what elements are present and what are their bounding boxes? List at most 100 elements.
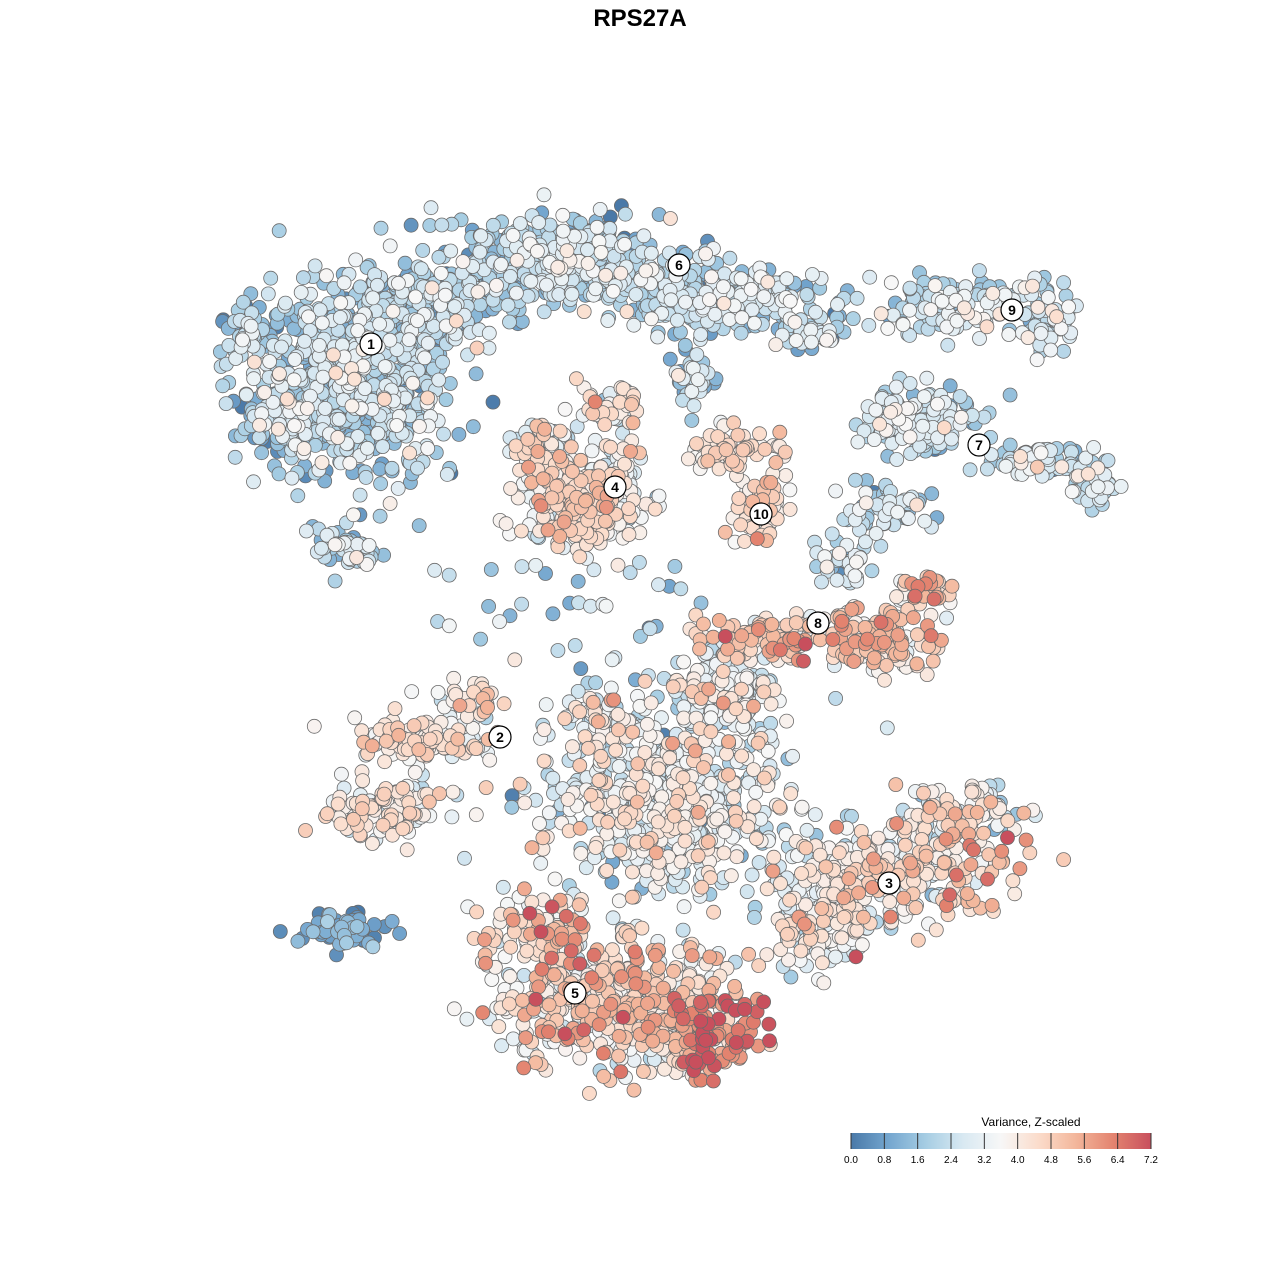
scatter-point [605,283,621,299]
scatter-point [407,765,423,780]
scatter-point [763,696,779,712]
scatter-point [420,440,436,456]
scatter-point [290,933,306,949]
scatter-point [330,430,346,445]
scatter-point [401,332,417,348]
scatter-point [505,1031,521,1047]
scatter-point [516,968,532,983]
scatter-point [538,566,553,581]
scatter-point [243,318,259,334]
scatter-point [819,559,835,575]
scatter-point [373,476,389,492]
scatter-point [804,334,819,350]
scatter-point [773,876,788,891]
scatter-point [828,949,843,965]
scatter-point [436,426,451,442]
scatter-point [427,562,443,578]
scatter-point [883,404,898,420]
scatter-point [734,310,750,326]
scatter-point [573,846,589,861]
scatter-point [690,372,706,388]
scatter-point [880,320,896,336]
scatter-point [470,284,486,300]
scatter-point [799,822,815,838]
scatter-point [293,284,309,300]
scatter-point [441,567,457,583]
scatter-point [565,739,580,755]
scatter-point [866,432,882,448]
scatter-point [760,274,776,290]
scatter-point [495,879,511,895]
scatter-point [850,434,866,450]
scatter-point [654,789,670,805]
scatter-point [551,287,567,302]
scatter-point [1001,327,1017,342]
scatter-point [446,1001,462,1017]
scatter-point [502,969,518,984]
scatter-point [284,470,300,486]
scatter-point [611,893,627,909]
scatter-point [768,337,784,353]
scatter-point [481,325,497,341]
scatter-point [782,501,798,517]
scatter-point [873,306,889,322]
scatter-point [221,337,237,353]
scatter-point [1064,484,1080,500]
scatter-point [939,610,954,626]
scatter-point [550,259,566,275]
scatter-point [431,372,447,388]
scatter-point [872,416,887,432]
scatter-point [729,849,745,865]
scatter-point [536,304,552,320]
scatter-point [290,488,306,504]
scatter-point [390,275,406,291]
scatter-point [719,746,734,762]
scatter-point [564,286,580,302]
scatter-point [604,652,620,668]
scatter-point [830,297,845,312]
scatter-point [927,278,943,294]
scatter-point [831,546,847,561]
scatter-point [404,684,420,699]
scatter-point [782,482,798,498]
scatter-point [528,558,544,573]
scatter-point [956,300,972,316]
scatter-point [877,672,892,688]
scatter-point [382,496,398,511]
scatter-point [333,295,349,311]
scatter-point [716,295,732,311]
scatter-point [662,750,678,766]
scatter-point [638,263,654,279]
scatter-point [483,562,499,577]
scatter-point [849,554,864,570]
scatter-point [759,881,775,897]
scatter-point [327,537,343,553]
scatter-point [500,297,516,313]
scatter-point [349,919,365,934]
scatter-point [384,460,400,476]
scatter-point [545,606,561,622]
scatter-point [930,396,945,412]
scatter-point [862,269,878,285]
scatter-point [361,538,377,553]
scatter-point [985,285,1001,301]
scatter-point [349,550,365,565]
scatter-point [902,302,917,318]
scatter-point [942,378,958,394]
scatter-point [643,245,659,261]
scatter-point [377,754,393,770]
scatter-point [766,849,782,865]
scatter-point [246,371,262,387]
scatter-point [598,267,614,283]
scatter-point [589,219,605,235]
scatter-point [539,277,554,293]
scatter-point [702,292,717,308]
scatter-point [686,398,702,414]
scatter-point [473,228,489,244]
scatter-point [408,289,423,305]
scatter-point [417,350,433,366]
scatter-point [1086,440,1101,455]
scatter-point [445,784,461,800]
scatter-point [382,238,398,254]
scatter-point [523,273,539,289]
